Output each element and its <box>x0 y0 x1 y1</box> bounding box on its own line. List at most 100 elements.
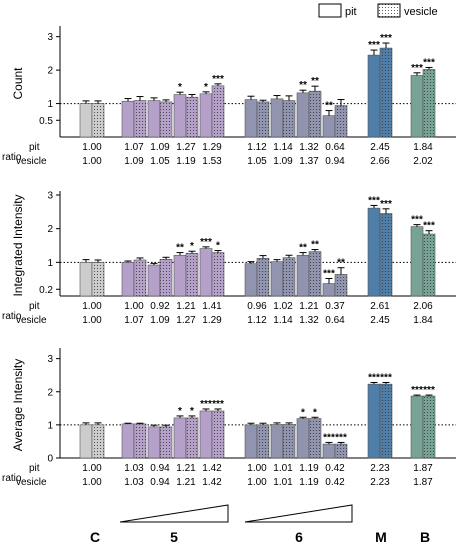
pit-bar <box>199 248 213 297</box>
ratio-row-label: pit <box>29 463 40 474</box>
ratio-value: 1.41 <box>202 301 222 312</box>
ratio-value: 0.96 <box>247 301 267 312</box>
vesicle-bar-stipple <box>423 396 435 458</box>
ratio-value: 0.94 <box>325 156 345 167</box>
ratio-value: 1.87 <box>413 463 433 474</box>
group-label-m: M <box>375 529 387 545</box>
pit-bar <box>147 264 161 297</box>
pit-bar <box>147 426 161 459</box>
ratio-value: 2.45 <box>370 142 390 153</box>
y-tick-label: 2 <box>47 224 53 235</box>
ratio-value: 1.32 <box>299 315 319 326</box>
vesicle-bar-stipple <box>92 103 104 137</box>
group-label-c: C <box>90 529 100 545</box>
pit-bar <box>270 98 284 138</box>
significance-marker: * <box>178 82 182 93</box>
ratio-value: 1.37 <box>299 156 319 167</box>
vesicle-bar-stipple <box>186 417 198 458</box>
ratio-label: ratio <box>2 152 22 163</box>
significance-marker: *** <box>411 215 423 226</box>
vesicle-bar-stipple <box>283 257 295 296</box>
ratio-value: 1.00 <box>82 463 102 474</box>
vesicle-bar-stipple <box>380 48 392 137</box>
ratio-value: 1.19 <box>176 156 196 167</box>
significance-marker: *** <box>368 372 380 383</box>
significance-marker: *** <box>423 385 435 396</box>
pit-bar <box>322 443 336 459</box>
pit-bar <box>322 115 336 138</box>
y-tick-label: 0.2 <box>39 285 53 296</box>
vesicle-bar-stipple <box>283 100 295 137</box>
pit-bar <box>173 417 187 459</box>
significance-marker: * <box>216 241 220 252</box>
ratio-value: 1.09 <box>150 315 170 326</box>
significance-marker: ** <box>311 76 319 87</box>
y-tick-label: 0 <box>47 454 53 465</box>
ratio-value: 1.27 <box>176 142 196 153</box>
y-axis-title: Count <box>11 67 25 100</box>
pit-bar <box>410 226 424 297</box>
significance-marker: ** <box>325 101 333 112</box>
significance-marker: ** <box>299 80 307 91</box>
significance-marker: *** <box>423 221 435 232</box>
ratio-value: 1.00 <box>82 315 102 326</box>
dose-wedge-5 <box>119 504 229 523</box>
ratio-value: 1.00 <box>82 142 102 153</box>
ratio-value: 1.29 <box>202 315 222 326</box>
ratio-value: 1.01 <box>273 463 293 474</box>
ratio-value: 1.14 <box>273 315 293 326</box>
pit-bar <box>244 424 258 459</box>
vesicle-bar-stipple <box>335 274 347 296</box>
ratio-row-label: pit <box>29 301 40 312</box>
vesicle-bar-stipple <box>160 426 172 458</box>
significance-marker: ** <box>337 258 345 269</box>
vesicle-bar-stipple <box>335 444 347 458</box>
ratio-value: 0.94 <box>150 463 170 474</box>
vesicle-bar-stipple <box>212 252 224 296</box>
ratio-value: 2.66 <box>370 156 390 167</box>
y-tick-label: 3 <box>47 32 53 43</box>
ratio-value: 1.03 <box>124 463 144 474</box>
group-label-6: 6 <box>295 529 303 545</box>
vesicle-bar-stipple <box>335 105 347 137</box>
ratio-value: 1.00 <box>82 477 102 488</box>
y-tick-label: 3 <box>47 191 53 202</box>
ratio-value: 1.07 <box>124 315 144 326</box>
ratio-value: 1.03 <box>124 477 144 488</box>
pit-bar <box>173 94 187 138</box>
y-tick-label: 2 <box>47 66 53 77</box>
pit-bar <box>79 262 93 297</box>
pit-bar <box>322 283 336 297</box>
ratio-value: 1.29 <box>202 142 222 153</box>
vesicle-bar-stipple <box>423 234 435 296</box>
pit-bar <box>244 99 258 138</box>
pit-bar <box>121 423 135 459</box>
pit-bar <box>410 75 424 138</box>
pit-bar <box>121 100 135 138</box>
ratio-value: 0.42 <box>325 463 345 474</box>
vesicle-bar-stipple <box>186 97 198 137</box>
ratio-value: 1.00 <box>124 301 144 312</box>
ratio-value: 1.21 <box>299 301 319 312</box>
ratio-value: 1.00 <box>247 463 267 474</box>
ratio-value: 1.09 <box>150 142 170 153</box>
ratio-value: 2.06 <box>413 301 433 312</box>
pit-bar <box>270 424 284 459</box>
pit-bar <box>199 93 213 138</box>
significance-marker: *** <box>335 432 347 443</box>
vesicle-bar-stipple <box>257 258 269 296</box>
significance-marker: * <box>313 407 317 418</box>
ratio-row-label: pit <box>29 142 40 153</box>
vesicle-bar-stipple <box>380 384 392 458</box>
ratio-value: 0.64 <box>325 315 345 326</box>
legend-pit-swatch <box>318 3 342 18</box>
pit-bar <box>173 254 187 297</box>
ratio-value: 1.21 <box>176 477 196 488</box>
ratio-label: ratio <box>2 473 22 484</box>
significance-marker: * <box>178 406 182 417</box>
significance-marker: ** <box>299 243 307 254</box>
vesicle-bar-stipple <box>134 423 146 458</box>
